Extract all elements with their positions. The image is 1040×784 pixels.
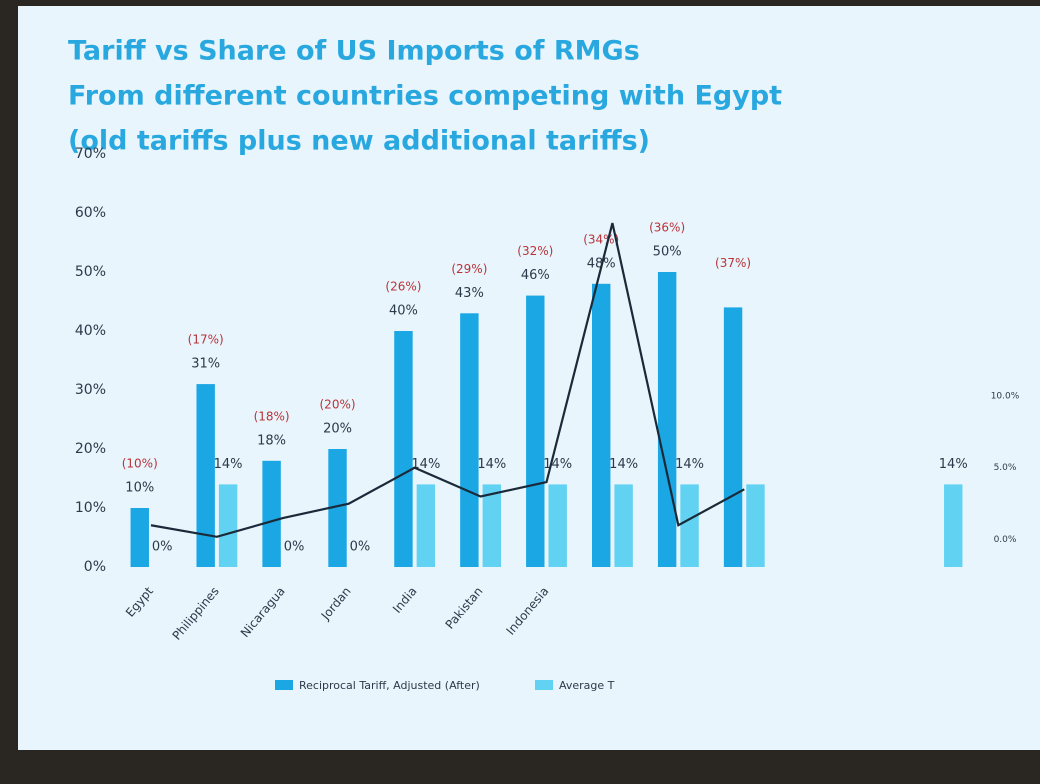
value-label: 18% [257,433,286,448]
bar [460,313,479,567]
annotation: (18%) [254,409,290,423]
bar [196,384,215,567]
bar [548,484,567,567]
y-tick-label: 70% [75,146,106,162]
annotation: (10%) [122,457,158,471]
bar [526,295,545,567]
y2-tick-label: 5.0% [994,463,1017,473]
bar [262,460,281,567]
y-tick-label: 30% [75,382,106,398]
bar [416,484,436,567]
annotation: (37%) [715,256,751,270]
annotation: (36%) [649,221,685,235]
value-label: 50% [653,245,682,260]
legend-swatch [535,680,553,690]
y2-tick-label: 0.0% [994,535,1017,545]
y-tick-label: 60% [75,205,106,221]
value-label: 20% [323,422,352,437]
title-line: From different countries competing with … [68,81,782,112]
value-label: 14% [939,457,968,472]
value-label: 0% [152,540,173,555]
legend-label: Average T [559,679,615,692]
y2-tick-label: 10.0% [991,391,1020,401]
y-tick-label: 20% [75,441,106,457]
bar [944,484,963,567]
value-label: 14% [675,457,704,472]
title-line: (old tariffs plus new additional tariffs… [68,126,650,157]
value-label: 0% [350,540,371,555]
y-tick-label: 40% [75,323,106,339]
bar [657,272,677,567]
bar [614,484,633,567]
value-label: 31% [191,357,220,372]
annotation: (29%) [451,262,487,276]
title-line: Tariff vs Share of US Imports of RMGs [68,36,640,67]
value-label: 46% [521,268,550,283]
value-label: 0% [284,540,305,555]
value-label: 43% [455,286,484,301]
line [150,222,745,538]
value-label: 14% [543,457,572,472]
bar [592,283,611,567]
value-label: 14% [609,457,638,472]
y-tick-label: 0% [84,559,106,575]
value-label: 14% [477,457,506,472]
bar [218,484,238,567]
annotation: (26%) [385,280,421,294]
bar [482,484,501,567]
value-label: 14% [214,457,243,472]
annotation: (20%) [320,398,356,412]
annotation: (32%) [517,244,553,258]
annotation: (17%) [188,333,224,347]
bar [680,484,699,567]
bar [723,307,743,567]
y-tick-label: 50% [75,264,106,280]
value-label: 10% [125,481,154,496]
value-label: 40% [389,304,418,319]
legend-swatch [275,680,293,690]
legend-label: Reciprocal Tariff, Adjusted (After) [299,679,480,692]
bar [130,508,149,567]
y-tick-label: 10% [75,500,106,516]
bar [394,331,413,567]
value-label: 14% [411,457,440,472]
bar [746,484,765,567]
bar [328,449,347,567]
